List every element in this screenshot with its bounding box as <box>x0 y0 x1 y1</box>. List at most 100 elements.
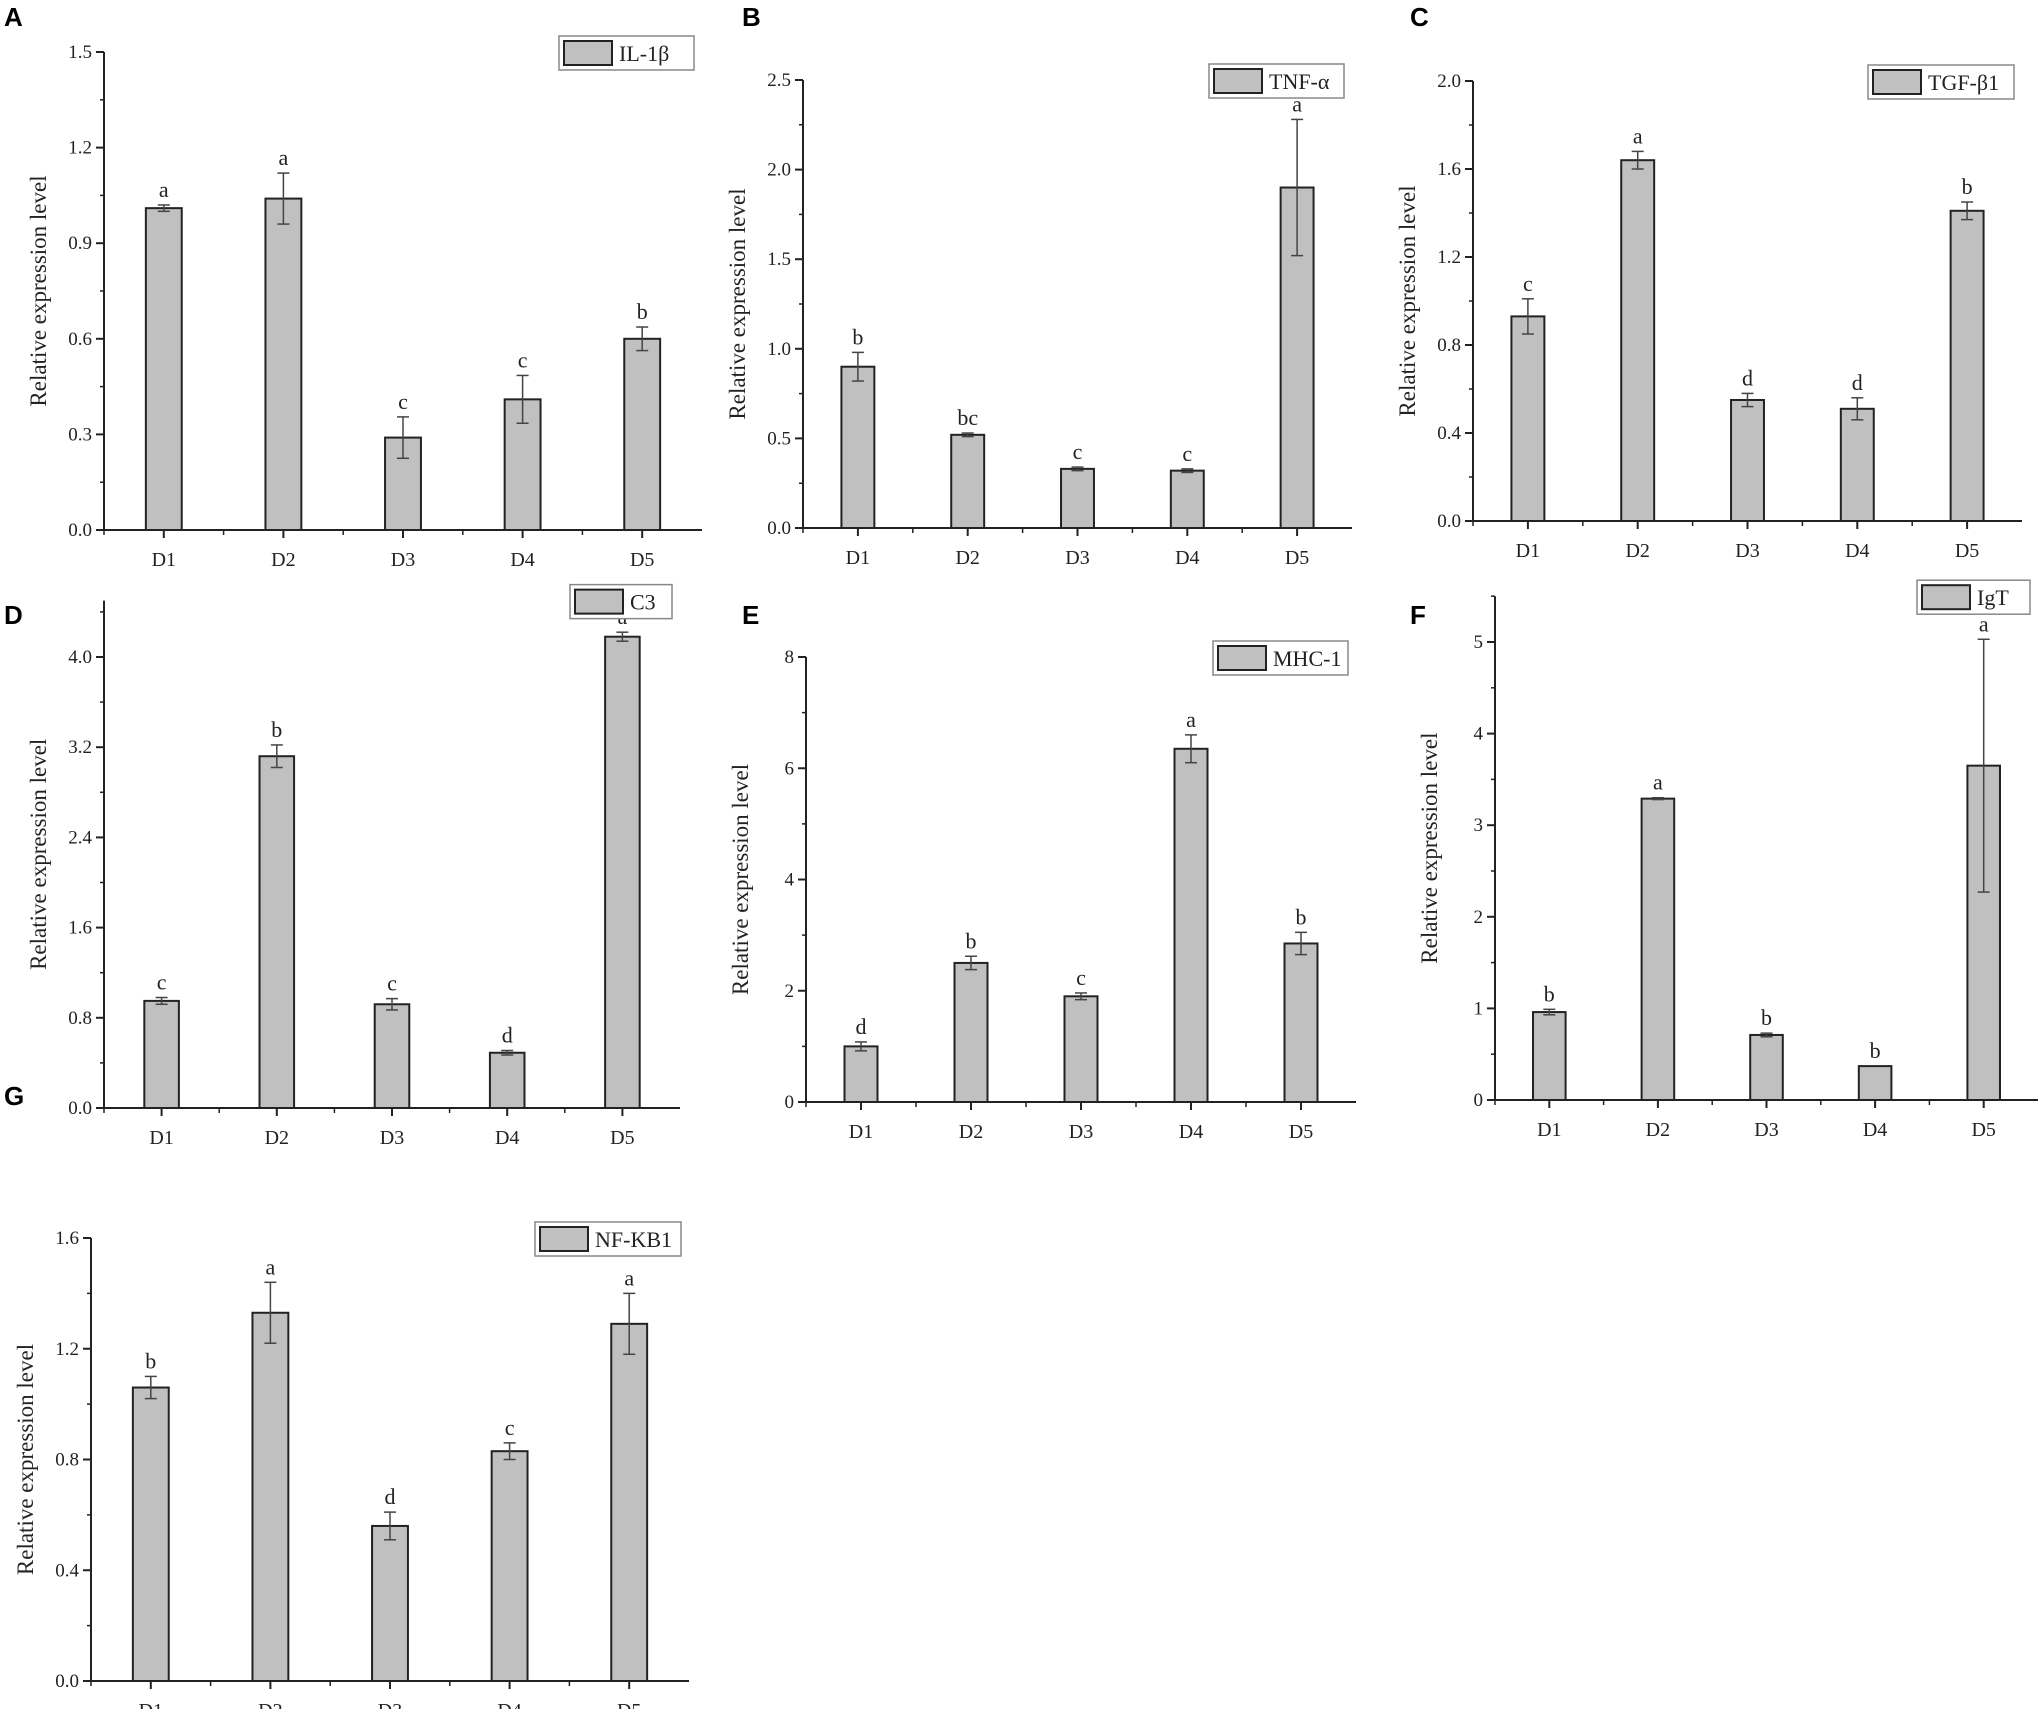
significance-letter: d <box>385 1484 396 1509</box>
x-tick-label: D3 <box>391 549 415 571</box>
y-tick-label: 1.6 <box>1437 159 1461 180</box>
significance-letter: d <box>1742 365 1753 390</box>
legend-swatch <box>574 588 624 615</box>
x-tick-label: D4 <box>1845 540 1869 562</box>
significance-letter: b <box>1544 981 1555 1006</box>
y-tick-label: 0.0 <box>68 520 92 541</box>
significance-letter: b <box>145 1348 156 1373</box>
legend-swatch <box>1921 584 1971 611</box>
x-tick-label: D5 <box>630 549 654 571</box>
bar <box>610 1322 649 1683</box>
bar <box>1839 407 1875 522</box>
bar <box>264 197 303 531</box>
bar <box>1640 797 1676 1101</box>
bar <box>1620 159 1656 522</box>
bar <box>1749 1033 1784 1101</box>
panel-label: C <box>1410 2 1429 32</box>
y-tick-label: 3.2 <box>68 737 92 758</box>
legend-label: IgT <box>1977 585 2009 610</box>
y-tick-label: 1.6 <box>68 918 92 939</box>
bar <box>843 1045 879 1103</box>
y-tick-label: 1.6 <box>55 1228 79 1249</box>
y-tick-label: 0.0 <box>55 1671 79 1692</box>
y-tick-label: 0 <box>785 1092 795 1113</box>
bar <box>1532 1011 1567 1102</box>
bar <box>950 433 986 530</box>
bar <box>604 635 641 1110</box>
bar <box>373 1003 411 1110</box>
y-axis-label: Relative expression level <box>26 175 51 406</box>
y-tick-label: 3 <box>1474 815 1484 836</box>
significance-letter: a <box>1292 91 1302 116</box>
y-tick-label: 1 <box>1474 998 1484 1019</box>
bar <box>143 999 180 1110</box>
significance-letter: b <box>1761 1005 1772 1030</box>
x-tick-label: D5 <box>1971 1119 1995 1141</box>
legend-label: TNF-α <box>1269 69 1330 94</box>
significance-letter: c <box>505 1415 515 1440</box>
x-tick-label: D1 <box>1516 540 1540 562</box>
significance-letter: a <box>1653 770 1663 795</box>
y-axis-label: Relative expression level <box>13 1344 38 1575</box>
significance-letter: b <box>852 324 863 349</box>
panel-label: D <box>4 600 23 630</box>
y-tick-label: 1.2 <box>1437 247 1461 268</box>
y-tick-label: 1.5 <box>767 249 791 270</box>
significance-letter: c <box>1523 271 1533 296</box>
legend-label: MHC-1 <box>1273 646 1341 671</box>
significance-letter: a <box>279 145 289 170</box>
y-tick-label: 5 <box>1474 632 1484 653</box>
legend-swatch <box>1872 69 1922 95</box>
y-tick-label: 0.3 <box>68 424 92 445</box>
y-tick-label: 0.0 <box>68 1098 92 1119</box>
x-tick-label: D3 <box>1735 540 1759 562</box>
significance-letter: a <box>266 1254 276 1279</box>
significance-letter: a <box>624 1265 634 1290</box>
bar <box>258 755 296 1109</box>
significance-letter: b <box>1296 904 1307 929</box>
x-tick-label: D2 <box>271 549 295 571</box>
panel-a: A 0.0 0.3 0.6 0.9 1.2 1.5 Relative expression l… <box>4 2 702 571</box>
legend-label: TGF-β1 <box>1928 70 1999 95</box>
bar <box>488 1051 526 1109</box>
y-tick-label: 2.5 <box>767 70 791 91</box>
y-tick-label: 2 <box>785 981 795 1002</box>
y-tick-label: 0 <box>1474 1090 1484 1111</box>
y-tick-label: 2.0 <box>1437 71 1461 92</box>
x-tick-label: D1 <box>1537 1119 1561 1141</box>
significance-letter: c <box>157 970 167 995</box>
y-tick-label: 0.0 <box>767 518 791 539</box>
y-tick-label: 0.8 <box>1437 335 1461 356</box>
y-tick-label: 1.2 <box>68 138 92 159</box>
panel-label: G <box>4 1081 24 1111</box>
significance-letter: d <box>1852 370 1863 395</box>
significance-letter: c <box>1073 439 1083 464</box>
x-tick-label: D4 <box>1179 1121 1203 1143</box>
significance-letter: a <box>1633 123 1643 148</box>
panel-b: B 0.0 0.5 1.0 1.5 2.0 2.5 Relative expression l… <box>725 2 1352 569</box>
y-tick-label: 2.0 <box>767 160 791 181</box>
significance-letter: c <box>398 389 408 414</box>
x-tick-label: D2 <box>959 1121 983 1143</box>
y-tick-label: 1.0 <box>767 339 791 360</box>
bar <box>1949 209 1985 523</box>
x-tick-label: D2 <box>258 1700 282 1709</box>
significance-letter: c <box>387 971 397 996</box>
x-tick-label: D5 <box>1285 547 1309 569</box>
y-axis-label: Relative expression level <box>1417 732 1442 963</box>
panel-label: E <box>742 600 759 630</box>
x-tick-label: D1 <box>846 547 870 569</box>
x-tick-label: D3 <box>378 1700 402 1709</box>
legend-label: IL-1β <box>619 41 669 66</box>
x-tick-label: D5 <box>1289 1121 1313 1143</box>
x-tick-label: D4 <box>497 1700 521 1709</box>
bar <box>1173 747 1209 1103</box>
y-axis-label: Relative expression level <box>26 739 51 970</box>
significance-letter: bc <box>957 405 978 430</box>
significance-letter: c <box>518 347 528 372</box>
y-tick-label: 2.4 <box>68 827 92 848</box>
x-tick-label: D3 <box>380 1127 404 1149</box>
x-tick-label: D3 <box>1069 1121 1093 1143</box>
significance-letter: d <box>856 1014 867 1039</box>
